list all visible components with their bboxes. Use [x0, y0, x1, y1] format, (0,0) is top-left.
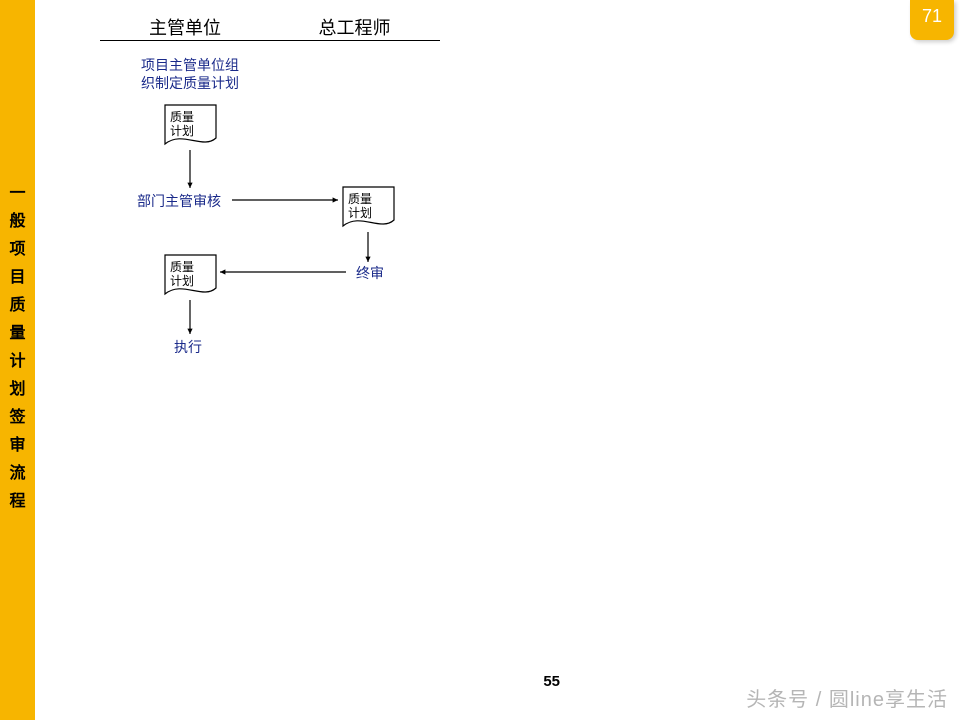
document-box: 质量计划 — [164, 254, 216, 298]
document-box: 质量计划 — [164, 104, 216, 148]
doc-text: 质量计划 — [170, 260, 194, 288]
flow-arrow — [184, 294, 196, 340]
flow-arrow — [214, 266, 352, 278]
flow-arrow — [184, 144, 196, 194]
doc-text: 质量计划 — [348, 192, 372, 220]
flow-step-label: 项目主管单位组织制定质量计划 — [130, 56, 250, 92]
flow-step-label: 执行 — [168, 338, 208, 356]
flowchart: 项目主管单位组织制定质量计划质量计划部门主管审核质量计划终审质量计划执行 — [0, 0, 960, 720]
flow-arrow — [226, 194, 344, 206]
watermark: 头条号 / 圆line享生活 — [746, 683, 948, 712]
page-number: 55 — [543, 673, 560, 690]
flow-arrow — [362, 226, 374, 268]
doc-text: 质量计划 — [170, 110, 194, 138]
document-box: 质量计划 — [342, 186, 394, 230]
flow-step-label: 部门主管审核 — [124, 192, 234, 210]
